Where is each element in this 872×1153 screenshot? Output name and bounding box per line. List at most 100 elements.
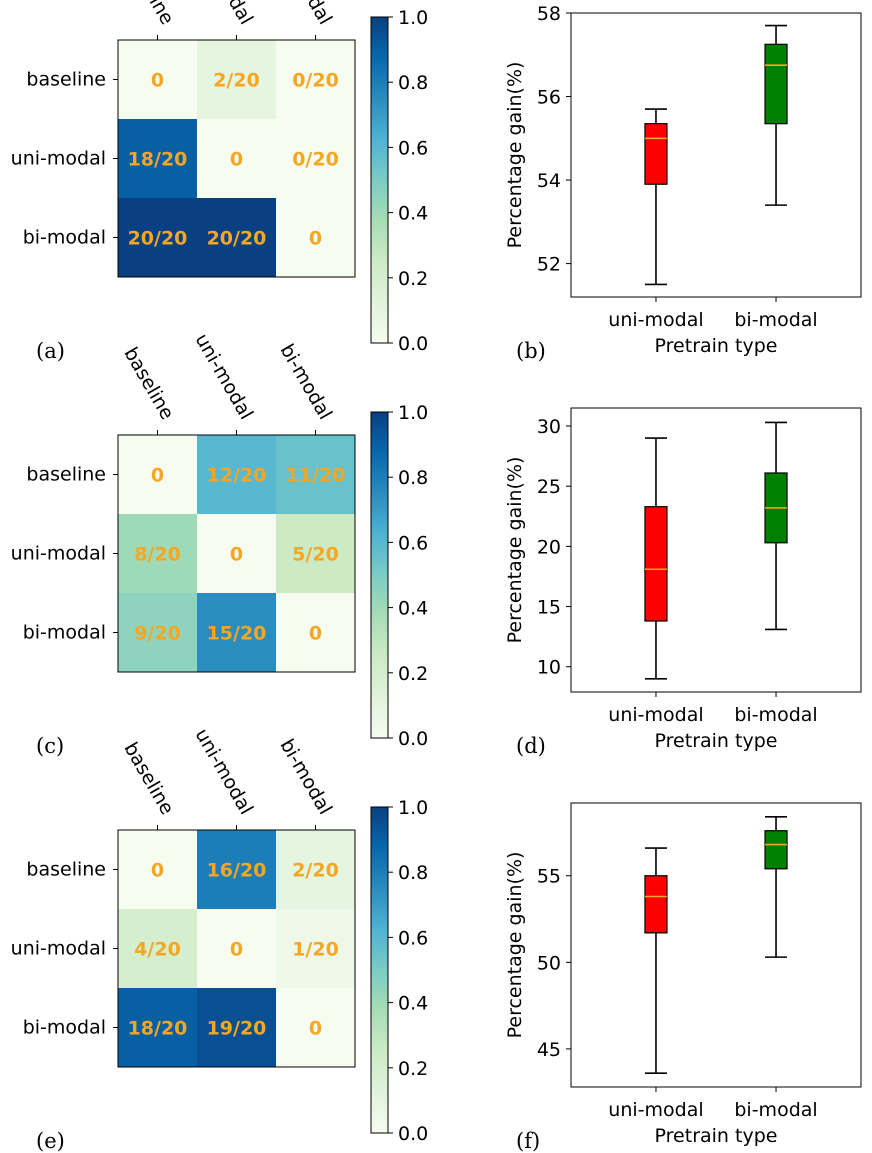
heatmap-cell bbox=[276, 514, 355, 593]
colorbar-tick-label: 0.0 bbox=[398, 333, 428, 355]
heatmap-annotation: 12/20 bbox=[207, 465, 267, 487]
heatmap-annotation: 16/20 bbox=[207, 860, 267, 882]
row-label: uni-modal bbox=[11, 938, 106, 960]
heatmap-cell bbox=[118, 830, 197, 909]
axes-frame bbox=[570, 12, 862, 298]
column-label: uni-modal bbox=[190, 0, 257, 29]
colorbar-tick-label: 0.8 bbox=[398, 467, 428, 489]
y-tick-label: 20 bbox=[537, 536, 561, 558]
colorbar-tick-label: 0.6 bbox=[398, 927, 428, 949]
colorbar bbox=[370, 411, 389, 739]
heatmap-annotation: 4/20 bbox=[134, 939, 181, 961]
x-tick-label: uni-modal bbox=[608, 704, 703, 726]
colorbar-tick-label: 1.0 bbox=[398, 402, 428, 424]
heatmap-cell bbox=[197, 40, 276, 119]
colorbar bbox=[370, 16, 389, 344]
heatmap-cell bbox=[276, 119, 355, 198]
y-axis-label: Percentage gain(%) bbox=[504, 852, 526, 1039]
heatmap-cell bbox=[118, 909, 197, 988]
row-label: baseline bbox=[26, 859, 106, 881]
heatmap-cell bbox=[276, 909, 355, 988]
heatmap-cell bbox=[118, 514, 197, 593]
heatmap-annotation: 18/20 bbox=[128, 149, 188, 171]
colorbar-tick-label: 0.6 bbox=[398, 532, 428, 554]
colorbar-tick-label: 0.8 bbox=[398, 862, 428, 884]
heatmap-annotation: 20/20 bbox=[128, 228, 188, 250]
y-axis-label: Percentage gain(%) bbox=[504, 62, 526, 249]
x-axis-label: Pretrain type bbox=[655, 335, 778, 357]
heatmap-annotation: 0 bbox=[151, 465, 164, 487]
heatmap-annotation: 0 bbox=[230, 544, 243, 566]
y-tick-label: 52 bbox=[537, 254, 561, 276]
column-label: uni-modal bbox=[190, 725, 257, 819]
row-label: uni-modal bbox=[11, 148, 106, 170]
x-tick-label: uni-modal bbox=[608, 1099, 703, 1121]
column-label: baseline bbox=[119, 344, 178, 424]
row-label: bi-modal bbox=[23, 622, 106, 644]
boxplot-panel-5: 45 50 55 Percentage gain(%) uni-modal bi-moda… bbox=[504, 802, 862, 1153]
y-tick-label: 50 bbox=[537, 952, 561, 974]
heatmap-annotation: 0/20 bbox=[292, 149, 339, 171]
colorbar-tick-label: 0.2 bbox=[398, 268, 428, 290]
colorbar-tick-label: 1.0 bbox=[398, 7, 428, 29]
colorbar-tick-label: 0.8 bbox=[398, 72, 428, 94]
colorbar-tick-label: 0.0 bbox=[398, 728, 428, 750]
heatmap-annotation: 0 bbox=[151, 860, 164, 882]
panel-label: (b) bbox=[516, 339, 546, 363]
heatmap-cell bbox=[276, 40, 355, 119]
y-tick-label: 54 bbox=[537, 170, 561, 192]
heatmap-cell bbox=[197, 593, 276, 672]
heatmap-cell bbox=[197, 119, 276, 198]
column-label: baseline bbox=[119, 0, 178, 28]
panel-label: (f) bbox=[516, 1129, 540, 1153]
y-tick-label: 45 bbox=[537, 1039, 561, 1061]
y-tick-label: 58 bbox=[537, 3, 561, 25]
x-tick-label: bi-modal bbox=[734, 309, 817, 331]
panel-label: (a) bbox=[36, 339, 65, 363]
heatmap-cell bbox=[276, 830, 355, 909]
y-tick-label: 15 bbox=[537, 597, 561, 619]
box-iqr bbox=[764, 830, 788, 870]
heatmap-annotation: 11/20 bbox=[286, 465, 346, 487]
axes-frame bbox=[570, 407, 862, 693]
heatmap-annotation: 0 bbox=[309, 1018, 322, 1040]
heatmap-cell bbox=[197, 198, 276, 277]
heatmap-cell bbox=[197, 514, 276, 593]
heatmap-annotation: 0 bbox=[230, 939, 243, 961]
heatmap-annotation: 8/20 bbox=[134, 544, 181, 566]
heatmap-annotation: 0 bbox=[309, 623, 322, 645]
y-tick-label: 25 bbox=[537, 476, 561, 498]
column-label: baseline bbox=[119, 739, 178, 819]
colorbar-tick-label: 0.4 bbox=[398, 993, 428, 1015]
colorbar bbox=[370, 806, 389, 1134]
row-label: bi-modal bbox=[23, 1017, 106, 1039]
heatmap-cell bbox=[118, 435, 197, 514]
panel-label: (d) bbox=[516, 734, 546, 758]
box-iqr bbox=[644, 875, 668, 934]
row-label: bi-modal bbox=[23, 227, 106, 249]
y-tick-label: 30 bbox=[537, 416, 561, 438]
x-axis-label: Pretrain type bbox=[655, 730, 778, 752]
heatmap-cell bbox=[118, 40, 197, 119]
axes-frame bbox=[570, 802, 862, 1088]
heatmap-cell bbox=[197, 909, 276, 988]
heatmap-cell bbox=[197, 988, 276, 1067]
heatmap-annotation: 2/20 bbox=[292, 860, 339, 882]
colorbar-tick-label: 1.0 bbox=[398, 797, 428, 819]
y-axis-label: Percentage gain(%) bbox=[504, 457, 526, 644]
heatmap-annotation: 0 bbox=[309, 228, 322, 250]
heatmap-panel-2: 0 12/20 11/208/20 0 5/209/20 15/20 0baselineun… bbox=[11, 330, 429, 758]
heatmap-cell bbox=[118, 119, 197, 198]
heatmap-cell bbox=[197, 435, 276, 514]
row-label: baseline bbox=[26, 69, 106, 91]
colorbar-tick-label: 0.4 bbox=[398, 203, 428, 225]
heatmap-annotation: 19/20 bbox=[207, 1018, 267, 1040]
column-label: bi-modal bbox=[276, 0, 337, 29]
box-iqr bbox=[644, 506, 668, 622]
colorbar-tick-label: 0.2 bbox=[398, 663, 428, 685]
row-label: baseline bbox=[26, 464, 106, 486]
y-tick-label: 10 bbox=[537, 657, 561, 679]
colorbar-tick-label: 0.2 bbox=[398, 1058, 428, 1080]
